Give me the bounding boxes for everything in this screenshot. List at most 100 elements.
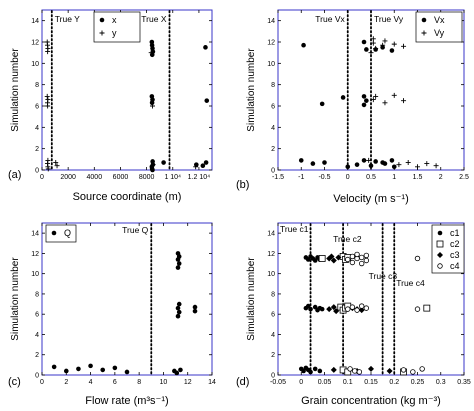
chart-panel-4: -0.05 0 0.05 0.1 0.15 0.2 0.25 0.3 0.35024681012… bbox=[236, 222, 471, 407]
data-point bbox=[359, 303, 365, 309]
y-tick-label: 6 bbox=[35, 312, 39, 319]
data-point bbox=[345, 256, 351, 263]
data-point bbox=[373, 45, 379, 51]
panel-label: (a) bbox=[8, 169, 21, 181]
data-point bbox=[194, 162, 199, 167]
x-tick-label: -1.5 bbox=[272, 174, 284, 181]
data-point bbox=[354, 251, 360, 258]
y-tick-label: 0 bbox=[271, 373, 275, 380]
x-axis-label: Source coordinate (m) bbox=[73, 191, 182, 203]
data-point bbox=[380, 42, 386, 48]
y-tick-label: 14 bbox=[267, 231, 275, 238]
x-tick-label: 2000 bbox=[60, 174, 76, 181]
data-point bbox=[345, 164, 351, 170]
data-point bbox=[359, 260, 365, 267]
x-tick-label: 0.1 bbox=[343, 379, 353, 386]
reference-line-label: True c3 bbox=[369, 271, 398, 281]
data-point bbox=[45, 103, 51, 109]
data-point bbox=[361, 158, 367, 163]
legend-box bbox=[45, 224, 77, 243]
data-point bbox=[175, 265, 181, 270]
data-point bbox=[400, 367, 407, 373]
reference-line-label: True Y bbox=[55, 14, 80, 24]
data-point bbox=[330, 304, 337, 311]
x-tick-label: 0 bbox=[40, 379, 44, 386]
data-point bbox=[370, 36, 376, 42]
data-point bbox=[176, 261, 182, 266]
y-tick-label: 8 bbox=[35, 291, 39, 298]
data-point bbox=[319, 306, 325, 312]
data-point bbox=[382, 38, 388, 44]
data-point bbox=[178, 367, 183, 373]
y-tick-label: 2 bbox=[271, 146, 275, 153]
data-point bbox=[63, 368, 69, 374]
data-point bbox=[354, 162, 360, 167]
y-tick-label: 6 bbox=[35, 104, 39, 111]
y-tick-label: 8 bbox=[271, 291, 275, 298]
data-point bbox=[423, 304, 431, 312]
data-point bbox=[361, 94, 367, 99]
data-point bbox=[161, 160, 166, 165]
series-x bbox=[149, 39, 210, 173]
data-point bbox=[335, 254, 342, 261]
y-tick-label: 12 bbox=[31, 251, 39, 258]
data-point bbox=[415, 164, 420, 170]
data-point bbox=[330, 366, 337, 373]
data-point bbox=[301, 42, 306, 48]
data-point bbox=[308, 369, 313, 375]
x-tick-label: 4000 bbox=[87, 174, 103, 181]
data-point bbox=[382, 100, 388, 106]
series-c1 bbox=[298, 254, 325, 375]
data-point bbox=[391, 41, 397, 47]
reference-line-label: True c2 bbox=[333, 234, 362, 244]
data-point bbox=[203, 160, 209, 165]
plot-frame bbox=[41, 9, 213, 171]
data-point bbox=[100, 367, 106, 373]
y-tick-label: 10 bbox=[267, 61, 275, 68]
data-point bbox=[366, 157, 372, 163]
legend-label: x bbox=[112, 15, 117, 25]
data-point bbox=[391, 92, 397, 98]
data-point bbox=[433, 163, 439, 169]
data-point bbox=[176, 309, 182, 315]
data-point bbox=[349, 259, 356, 266]
data-point bbox=[373, 159, 378, 164]
x-tick-label: 12 bbox=[184, 379, 192, 386]
data-point bbox=[149, 100, 155, 106]
data-point bbox=[364, 98, 369, 103]
data-point bbox=[345, 306, 351, 312]
legend-box bbox=[415, 11, 463, 43]
legend-label: c1 bbox=[450, 228, 460, 238]
panel-label: (c) bbox=[8, 376, 21, 388]
y-tick-label: 12 bbox=[31, 40, 39, 47]
data-point bbox=[318, 255, 326, 262]
x-tick-label: 8000 bbox=[139, 174, 155, 181]
data-point bbox=[370, 40, 376, 46]
data-point bbox=[45, 166, 51, 172]
data-point bbox=[51, 364, 57, 370]
data-point bbox=[368, 365, 374, 372]
legend: Q bbox=[45, 224, 77, 243]
data-point bbox=[317, 368, 323, 374]
y-tick-label: 14 bbox=[31, 18, 39, 25]
x-tick-label: 0.15 bbox=[364, 379, 378, 386]
y-tick-label: 10 bbox=[267, 271, 275, 278]
series-y bbox=[44, 39, 199, 172]
data-point bbox=[368, 163, 374, 169]
x-tick-label: 0.25 bbox=[411, 379, 425, 386]
data-point bbox=[192, 304, 198, 310]
data-point bbox=[340, 95, 346, 100]
x-tick-label: 14 bbox=[208, 379, 216, 386]
reference-line-label: True Q bbox=[122, 225, 149, 235]
x-tick-label: 0 bbox=[40, 174, 44, 181]
data-point bbox=[150, 162, 156, 168]
plot-frame bbox=[41, 222, 213, 376]
y-tick-label: 12 bbox=[267, 251, 275, 258]
data-point bbox=[204, 98, 210, 103]
data-point bbox=[368, 50, 374, 56]
x-tick-label: 1.5 bbox=[413, 174, 423, 181]
legend-label: c3 bbox=[450, 250, 460, 260]
data-point bbox=[349, 304, 356, 310]
